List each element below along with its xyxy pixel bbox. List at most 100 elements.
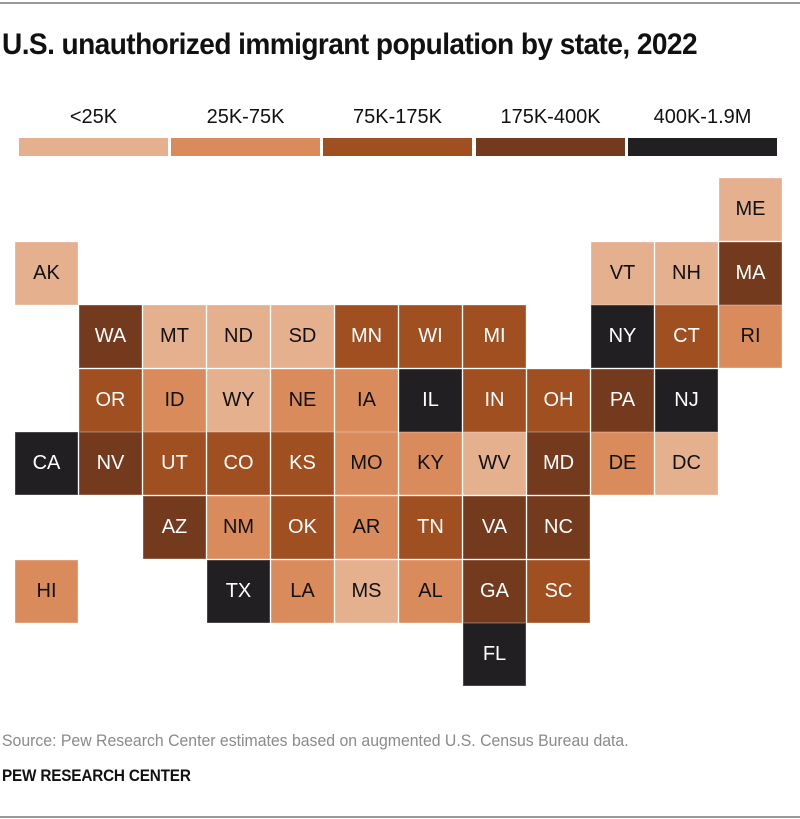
state-tile-sd: SD (271, 305, 334, 369)
state-tile-pa: PA (591, 368, 654, 432)
state-label: WA (94, 325, 127, 348)
state-label: IA (357, 388, 376, 411)
state-label: MI (483, 325, 506, 348)
state-label: OR (95, 388, 126, 411)
state-label: AZ (161, 516, 188, 538)
state-tile-ne: NE (271, 368, 334, 432)
state-label: ND (224, 325, 253, 348)
state-label: MS (351, 579, 382, 602)
legend-label: <25K (69, 106, 118, 128)
state-label: SD (288, 325, 317, 348)
state-label: IN (484, 388, 505, 411)
state-label: VT (609, 261, 636, 284)
state-tile-ct: CT (655, 305, 718, 369)
state-tile-mt: MT (143, 305, 206, 369)
state-tile-ny: NY (591, 305, 654, 369)
legend-label: 75K-175K (353, 106, 442, 128)
state-tile-dc: DC (655, 432, 718, 496)
state-label: TX (225, 579, 252, 602)
state-tile-ok: OK (271, 496, 334, 559)
state-label: ID (164, 388, 185, 411)
publisher-credit: PEW RESEARCH CENTER (2, 766, 191, 785)
state-tile-nv: NV (79, 432, 142, 496)
state-tile-wv: WV (463, 432, 526, 496)
state-tile-az: AZ (143, 496, 206, 559)
legend-swatch (323, 138, 472, 156)
state-tile-ar: AR (335, 496, 398, 559)
state-label: IL (422, 388, 439, 411)
state-tile-al: AL (399, 559, 462, 623)
state-label: NE (288, 388, 317, 411)
state-label: PA (609, 388, 636, 411)
state-tile-nc: NC (527, 496, 590, 559)
state-label: NH (672, 261, 701, 284)
state-tile-ut: UT (143, 432, 206, 496)
legend-item: 75K-175K (323, 106, 472, 158)
legend-item: 175K-400K (476, 106, 625, 158)
state-label: LA (290, 579, 315, 602)
state-tile-me: ME (719, 178, 782, 241)
state-tile-nj: NJ (655, 368, 718, 432)
legend-swatch (628, 138, 777, 156)
state-tile-nh: NH (655, 241, 718, 305)
state-tile-co: CO (207, 432, 270, 496)
bottom-rule (0, 816, 800, 818)
state-label: OK (288, 516, 317, 538)
state-label: AK (33, 261, 60, 284)
state-label: WV (478, 452, 511, 475)
state-label: KS (289, 452, 316, 475)
state-tile-hi: HI (15, 559, 78, 623)
state-label: MA (735, 261, 766, 284)
state-label: WY (222, 388, 255, 411)
state-label: KY (417, 452, 444, 475)
state-tile-sc: SC (527, 559, 590, 623)
source-note: Source: Pew Research Center estimates ba… (2, 731, 629, 750)
state-label: ME (735, 198, 766, 220)
state-tile-ia: IA (335, 368, 398, 432)
legend-label: 175K-400K (500, 106, 601, 128)
state-label: CT (673, 325, 700, 348)
state-tile-ak: AK (15, 241, 78, 305)
state-label: HI (36, 579, 57, 602)
state-tile-wy: WY (207, 368, 270, 432)
legend-item: 400K-1.9M (628, 106, 777, 158)
legend-item: <25K (19, 106, 168, 158)
state-label: DC (672, 452, 701, 475)
state-tile-or: OR (79, 368, 142, 432)
state-tile-nd: ND (207, 305, 270, 369)
state-label: OH (543, 388, 574, 411)
state-label: FL (482, 643, 507, 666)
state-tile-mi: MI (463, 305, 526, 369)
state-tile-mn: MN (335, 305, 398, 369)
state-tile-ri: RI (719, 305, 782, 369)
legend-label: 25K-75K (206, 106, 285, 128)
state-label: MD (542, 452, 575, 475)
state-label: VA (481, 516, 508, 538)
state-label: TN (417, 516, 444, 538)
state-tile-va: VA (463, 496, 526, 559)
state-label: AR (352, 516, 381, 538)
state-tile-wi: WI (399, 305, 462, 369)
state-label: MT (160, 325, 189, 348)
state-tile-nm: NM (207, 496, 270, 559)
legend-swatch (19, 138, 168, 156)
state-tile-ca: CA (15, 432, 78, 496)
state-tile-mo: MO (335, 432, 398, 496)
state-tile-ga: GA (463, 559, 526, 623)
state-tile-ky: KY (399, 432, 462, 496)
state-label: UT (161, 452, 188, 475)
state-tile-la: LA (271, 559, 334, 623)
state-tile-il: IL (399, 368, 462, 432)
state-tile-tx: TX (207, 559, 270, 623)
state-tile-ks: KS (271, 432, 334, 496)
state-tile-de: DE (591, 432, 654, 496)
legend: <25K 25K-75K 75K-175K 175K-400K 400K-1.9… (19, 106, 777, 158)
state-tile-fl: FL (463, 623, 526, 687)
state-label: NY (608, 325, 637, 348)
state-label: NV (96, 452, 125, 475)
state-tile-tn: TN (399, 496, 462, 559)
state-label: WI (418, 325, 443, 348)
state-label: NC (544, 516, 573, 538)
state-label: NM (222, 516, 255, 538)
state-label: MN (350, 325, 383, 348)
